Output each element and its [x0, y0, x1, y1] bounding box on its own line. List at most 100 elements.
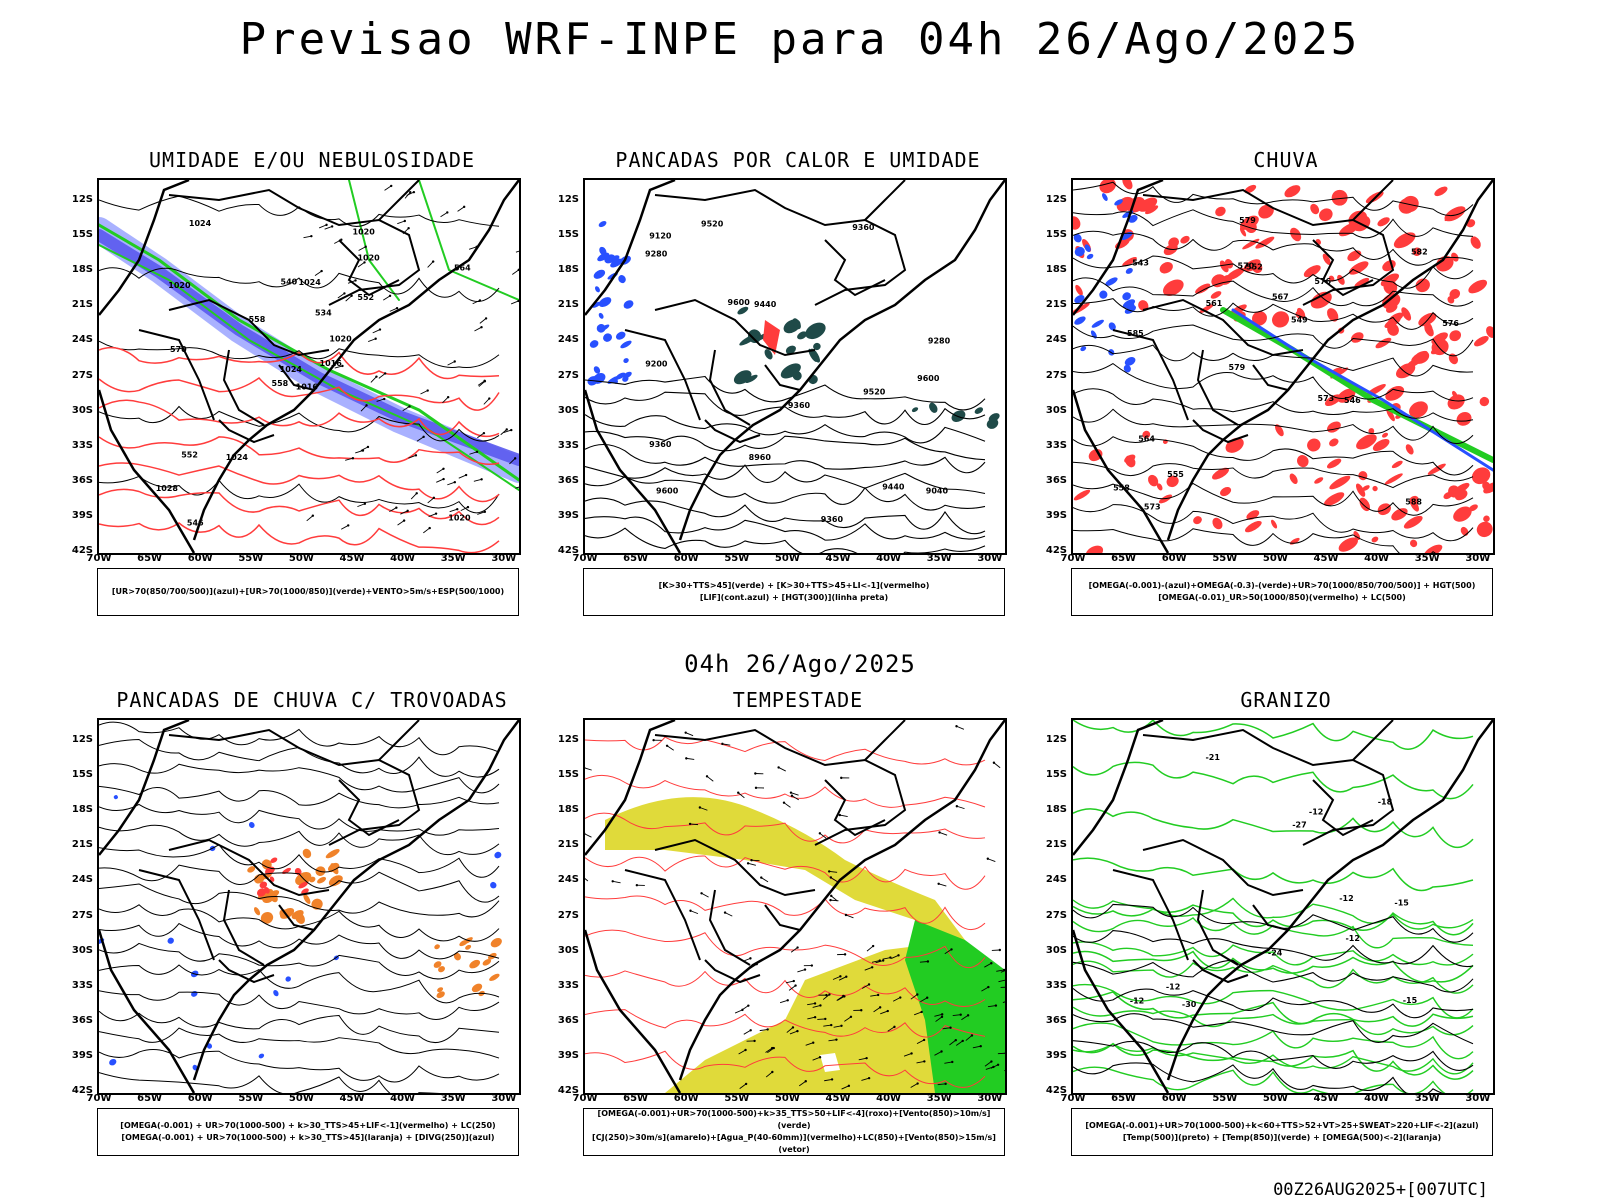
latitude-axis: 12S 15S 18S 21S 24S 27S 30S 33S 36S 39S 42S — [549, 178, 579, 556]
contour-label: -30 — [1182, 1000, 1197, 1009]
longitude-tick-label: 60W — [1161, 553, 1187, 564]
latitude-tick-label: 15S — [557, 229, 579, 241]
latitude-tick-label: 39S — [557, 509, 579, 521]
longitude-tick-label: 55W — [1212, 1093, 1238, 1104]
longitude-tick-label: 50W — [1262, 1093, 1288, 1104]
latitude-tick-label: 30S — [1045, 944, 1067, 956]
latitude-axis: 12S 15S 18S 21S 24S 27S 30S 33S 36S 39S 42S — [1037, 718, 1067, 1096]
longitude-tick-label: 30W — [977, 553, 1003, 564]
latitude-tick-label: 12S — [1045, 734, 1067, 745]
longitude-tick-label: 60W — [1161, 1093, 1187, 1104]
legend-line: [OMEGA(-0.001) + UR>70(1000-500) + k>30_… — [120, 1121, 496, 1130]
longitude-tick-label: 40W — [1364, 553, 1390, 564]
contour-label: 558 — [249, 315, 266, 324]
longitude-tick-label: 30W — [1465, 553, 1491, 564]
contour-label: 576 — [1314, 277, 1331, 286]
contour-label: 576 — [1442, 319, 1459, 328]
contour-label: 579 — [1229, 363, 1246, 372]
contour-label: 9600 — [656, 487, 679, 496]
contour-label: 1020 — [329, 334, 352, 343]
longitude-tick-label: 55W — [1212, 553, 1238, 564]
contour-label: 1020 — [168, 281, 191, 290]
longitude-tick-label: 65W — [137, 553, 163, 564]
legend-line: [K>30+TTS>45](verde) + [K>30+TTS>45+LI<-… — [658, 581, 930, 590]
map-plot: 588 585 582 579 576 573 570 567 564 561 558 555 552 5… — [1071, 178, 1495, 555]
contour-label: 564 — [1138, 434, 1155, 443]
latitude-tick-label: 24S — [71, 874, 93, 886]
latitude-tick-label: 18S — [71, 264, 93, 276]
longitude-tick-label: 30W — [1465, 1093, 1491, 1104]
contour-label: 9440 — [882, 483, 905, 492]
contour-label: -12 — [1130, 997, 1144, 1006]
latitude-tick-label: 42S — [1045, 545, 1067, 556]
longitude-tick-label: 35W — [440, 1093, 466, 1104]
longitude-tick-label: 45W — [1313, 1093, 1339, 1104]
contour-label: 1020 — [357, 254, 380, 263]
longitude-tick-label: 45W — [825, 1093, 851, 1104]
latitude-tick-label: 39S — [71, 509, 93, 521]
footer-timestamp: 00Z26AUG2025+[007UTC] — [1273, 1180, 1488, 1200]
contour-label: 9280 — [645, 250, 668, 259]
map-plot: 9520 9600 9600 9520 9440 9440 9360 9360 9600 9360… — [583, 178, 1007, 555]
latitude-tick-label: 30S — [71, 944, 93, 956]
contour-label: 1020 — [448, 513, 471, 522]
latitude-tick-label: 36S — [1045, 1014, 1067, 1026]
longitude-tick-label: 40W — [876, 553, 902, 564]
map-svg: -12 -12 -12 -12 -15 -18 -21 -24 -27 -30 -15 -12 — [1073, 720, 1493, 1093]
panel-chuva: CHUVA 12S 15S 18S 21S 24S 27S 30S 33S 36S 39S 42S 58… — [1046, 148, 1501, 628]
contour-label: 570 — [170, 345, 187, 354]
contour-label: 546 — [187, 518, 204, 527]
latitude-tick-label: 33S — [557, 439, 579, 451]
latitude-tick-label: 12S — [71, 734, 93, 745]
contour-label: -21 — [1205, 753, 1220, 762]
contour-label: 9200 — [645, 359, 668, 368]
latitude-tick-label: 27S — [1045, 369, 1067, 381]
panel-legend: [K>30+TTS>45](verde) + [K>30+TTS>45+LI<-… — [583, 568, 1005, 616]
map-plot — [583, 718, 1007, 1095]
contour-label: 552 — [181, 450, 198, 459]
panel-title: PANCADAS POR CALOR E UMIDADE — [615, 148, 981, 172]
latitude-tick-label: 39S — [557, 1049, 579, 1061]
longitude-tick-label: 60W — [187, 1093, 213, 1104]
legend-line: [OMEGA(-0.001)-(azul)+OMEGA(-0.3)-(verde… — [1088, 581, 1476, 590]
contour-label: 549 — [1291, 316, 1308, 325]
longitude-tick-label: 30W — [491, 1093, 517, 1104]
contour-label: 567 — [1272, 293, 1289, 302]
latitude-tick-label: 36S — [1045, 474, 1067, 486]
longitude-tick-label: 65W — [623, 553, 649, 564]
latitude-tick-label: 42S — [557, 545, 579, 556]
map-plot: -12 -12 -12 -12 -15 -18 -21 -24 -27 -30 -15 -12 — [1071, 718, 1495, 1095]
contour-label: 585 — [1127, 329, 1144, 338]
latitude-tick-label: 15S — [71, 769, 93, 781]
contour-label: 543 — [1132, 259, 1149, 268]
longitude-tick-label: 60W — [187, 553, 213, 564]
latitude-tick-label: 18S — [1045, 264, 1067, 276]
map-svg: 9520 9600 9600 9520 9440 9440 9360 9360 9600 9360… — [585, 180, 1005, 553]
contour-label: 573 — [1318, 394, 1335, 403]
longitude-tick-label: 45W — [339, 553, 365, 564]
longitude-tick-label: 50W — [774, 1093, 800, 1104]
legend-line: [OMEGA(-0.001)+UR>70(1000-500)+k>35_TTS>… — [597, 1109, 991, 1130]
longitude-tick-label: 55W — [724, 1093, 750, 1104]
longitude-axis: 70W 65W 60W 55W 50W 45W 40W 35W 30W — [1061, 553, 1495, 567]
contour-label: -12 — [1166, 982, 1180, 991]
panel-title: TEMPESTADE — [732, 688, 864, 712]
longitude-tick-label: 50W — [774, 553, 800, 564]
longitude-tick-label: 55W — [238, 553, 264, 564]
latitude-tick-label: 27S — [557, 369, 579, 381]
contour-label: 561 — [1206, 299, 1223, 308]
latitude-tick-label: 18S — [71, 804, 93, 816]
longitude-tick-label: 60W — [673, 553, 699, 564]
latitude-axis: 12S 15S 18S 21S 24S 27S 30S 33S 36S 39S 42S — [63, 718, 93, 1096]
contour-label: 9360 — [821, 515, 844, 524]
latitude-tick-label: 42S — [71, 545, 93, 556]
latitude-tick-label: 15S — [1045, 769, 1067, 781]
contour-label: -24 — [1268, 949, 1283, 958]
longitude-tick-label: 70W — [572, 553, 598, 564]
latitude-tick-label: 12S — [557, 194, 579, 205]
latitude-tick-label: 33S — [1045, 979, 1067, 991]
latitude-axis: 12S 15S 18S 21S 24S 27S 30S 33S 36S 39S 42S — [549, 718, 579, 1096]
contour-label: 570 — [1238, 261, 1255, 270]
contour-label: 552 — [1246, 263, 1263, 272]
longitude-tick-label: 50W — [288, 553, 314, 564]
